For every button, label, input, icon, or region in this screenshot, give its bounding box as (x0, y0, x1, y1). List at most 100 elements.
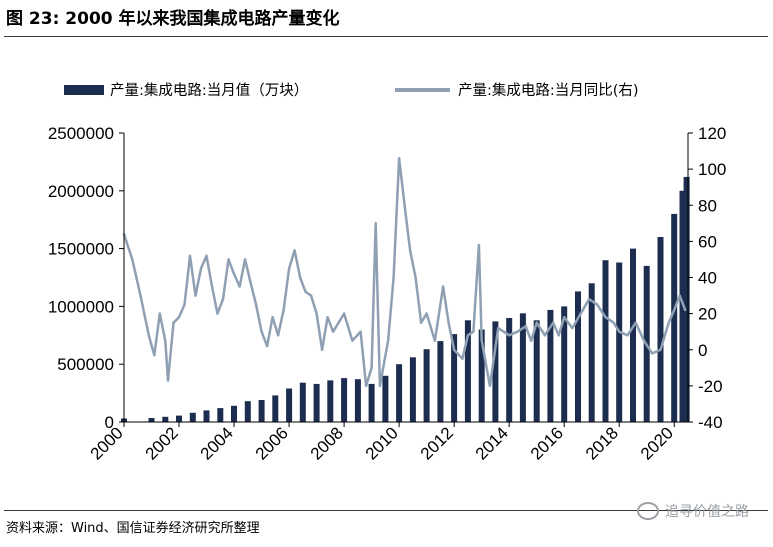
x-tick-4: 2008 (307, 423, 347, 463)
yoy-point-54 (433, 339, 437, 342)
watermark-text: 追寻价值之路 (665, 504, 749, 520)
yoy-point-16 (216, 312, 219, 315)
bar-30 (547, 309, 554, 422)
bar-5 (203, 410, 210, 422)
x-tick-5: 2010 (362, 423, 402, 463)
yoy-point-59 (466, 334, 470, 337)
bar-2 (162, 416, 169, 422)
yoy-point-57 (452, 348, 456, 351)
yoy-point-84 (651, 352, 654, 355)
yoy-point-52 (419, 321, 423, 324)
yoy-point-19 (232, 272, 236, 276)
y-left-tick-5: 2500000 (48, 124, 114, 143)
bar-11 (286, 388, 293, 422)
yoy-point-45 (378, 384, 382, 388)
y-left-tick-4: 2000000 (48, 182, 114, 201)
yoy-point-58 (461, 357, 464, 360)
bar-33 (588, 283, 595, 422)
yoy-point-43 (370, 366, 373, 369)
bar-23 (451, 334, 458, 422)
yoy-point-68 (530, 339, 533, 342)
yoy-point-35 (320, 348, 324, 351)
yoy-point-85 (659, 348, 662, 351)
bar-26 (492, 321, 499, 422)
title-rule (4, 36, 768, 37)
bar-28 (519, 313, 526, 422)
bar-34 (602, 260, 609, 422)
yoy-point-49 (403, 204, 406, 207)
yoy-point-3 (147, 334, 150, 337)
yoy-point-71 (552, 321, 555, 324)
yoy-point-30 (293, 249, 296, 252)
yoy-point-6 (164, 339, 167, 342)
x-tick-1: 2002 (142, 423, 182, 463)
yoy-point-65 (508, 334, 511, 337)
bar-27 (506, 318, 513, 422)
legend-line-label: 产量:集成电路:当月同比(右) (458, 82, 639, 99)
yoy-point-31 (298, 276, 302, 279)
x-tick-9: 2018 (582, 423, 622, 463)
x-tick-10: 2020 (637, 423, 677, 463)
y-left-tick-1: 500000 (57, 355, 114, 374)
yoy-point-75 (579, 312, 582, 315)
yoy-point-20 (238, 285, 241, 288)
yoy-point-61 (477, 243, 481, 247)
yoy-point-74 (571, 326, 574, 330)
yoy-point-87 (673, 308, 676, 312)
bar-14 (327, 380, 334, 422)
bar-8 (244, 401, 251, 422)
yoy-point-55 (441, 285, 445, 288)
yoy-point-56 (447, 321, 450, 324)
y-right-tick-6: 80 (698, 196, 717, 215)
yoy-point-42 (364, 384, 368, 388)
legend-bar-swatch (64, 85, 104, 95)
yoy-point-76 (587, 298, 591, 301)
bar-22 (437, 341, 444, 422)
yoy-point-73 (563, 316, 566, 319)
yoy-point-86 (667, 321, 670, 324)
yoy-point-39 (342, 312, 346, 315)
yoy-point-62 (480, 339, 483, 342)
bar-41 (683, 176, 690, 422)
yoy-point-14 (205, 254, 208, 257)
yoy-point-23 (254, 303, 258, 306)
yoy-point-4 (153, 354, 156, 357)
bar-15 (341, 378, 348, 422)
y-right-tick-1: -20 (698, 377, 723, 396)
yoy-point-21 (243, 258, 247, 261)
yoy-point-7 (166, 379, 170, 382)
yoy-point-15 (210, 285, 214, 288)
yoy-point-79 (612, 321, 615, 324)
legend-bar-label: 产量:集成电路:当月值（万块） (110, 82, 308, 99)
yoy-point-88 (678, 294, 681, 297)
yoy-point-78 (604, 316, 607, 319)
line-series (122, 157, 687, 388)
yoy-point-60 (472, 330, 475, 333)
yoy-point-44 (374, 222, 377, 225)
yoy-point-25 (265, 344, 269, 348)
yoy-point-77 (596, 303, 599, 306)
y-right-tick-2: 0 (698, 341, 707, 360)
bar-1 (148, 418, 155, 422)
y-left-tick-2: 1000000 (48, 297, 114, 316)
bar-25 (478, 329, 485, 422)
yoy-point-48 (397, 157, 401, 160)
yoy-point-24 (260, 330, 263, 333)
yoy-point-5 (158, 312, 161, 315)
yoy-point-2 (139, 294, 142, 297)
y-right-tick-5: 60 (698, 232, 717, 251)
yoy-point-26 (271, 316, 274, 319)
bar-17 (368, 383, 375, 422)
bar-20 (409, 357, 416, 422)
yoy-point-83 (642, 339, 646, 342)
y-left-tick-0: 0 (105, 413, 114, 432)
yoy-point-32 (304, 290, 307, 294)
yoy-point-82 (634, 321, 637, 324)
bar-4 (189, 412, 196, 422)
yoy-point-8 (172, 321, 175, 324)
legend: 产量:集成电路:当月值（万块） 产量:集成电路:当月同比(右) (64, 82, 639, 99)
figure-title: 图 23: 2000 年以来我国集成电路产量变化 (6, 9, 340, 29)
yoy-point-81 (626, 334, 629, 337)
yoy-point-80 (618, 330, 621, 333)
